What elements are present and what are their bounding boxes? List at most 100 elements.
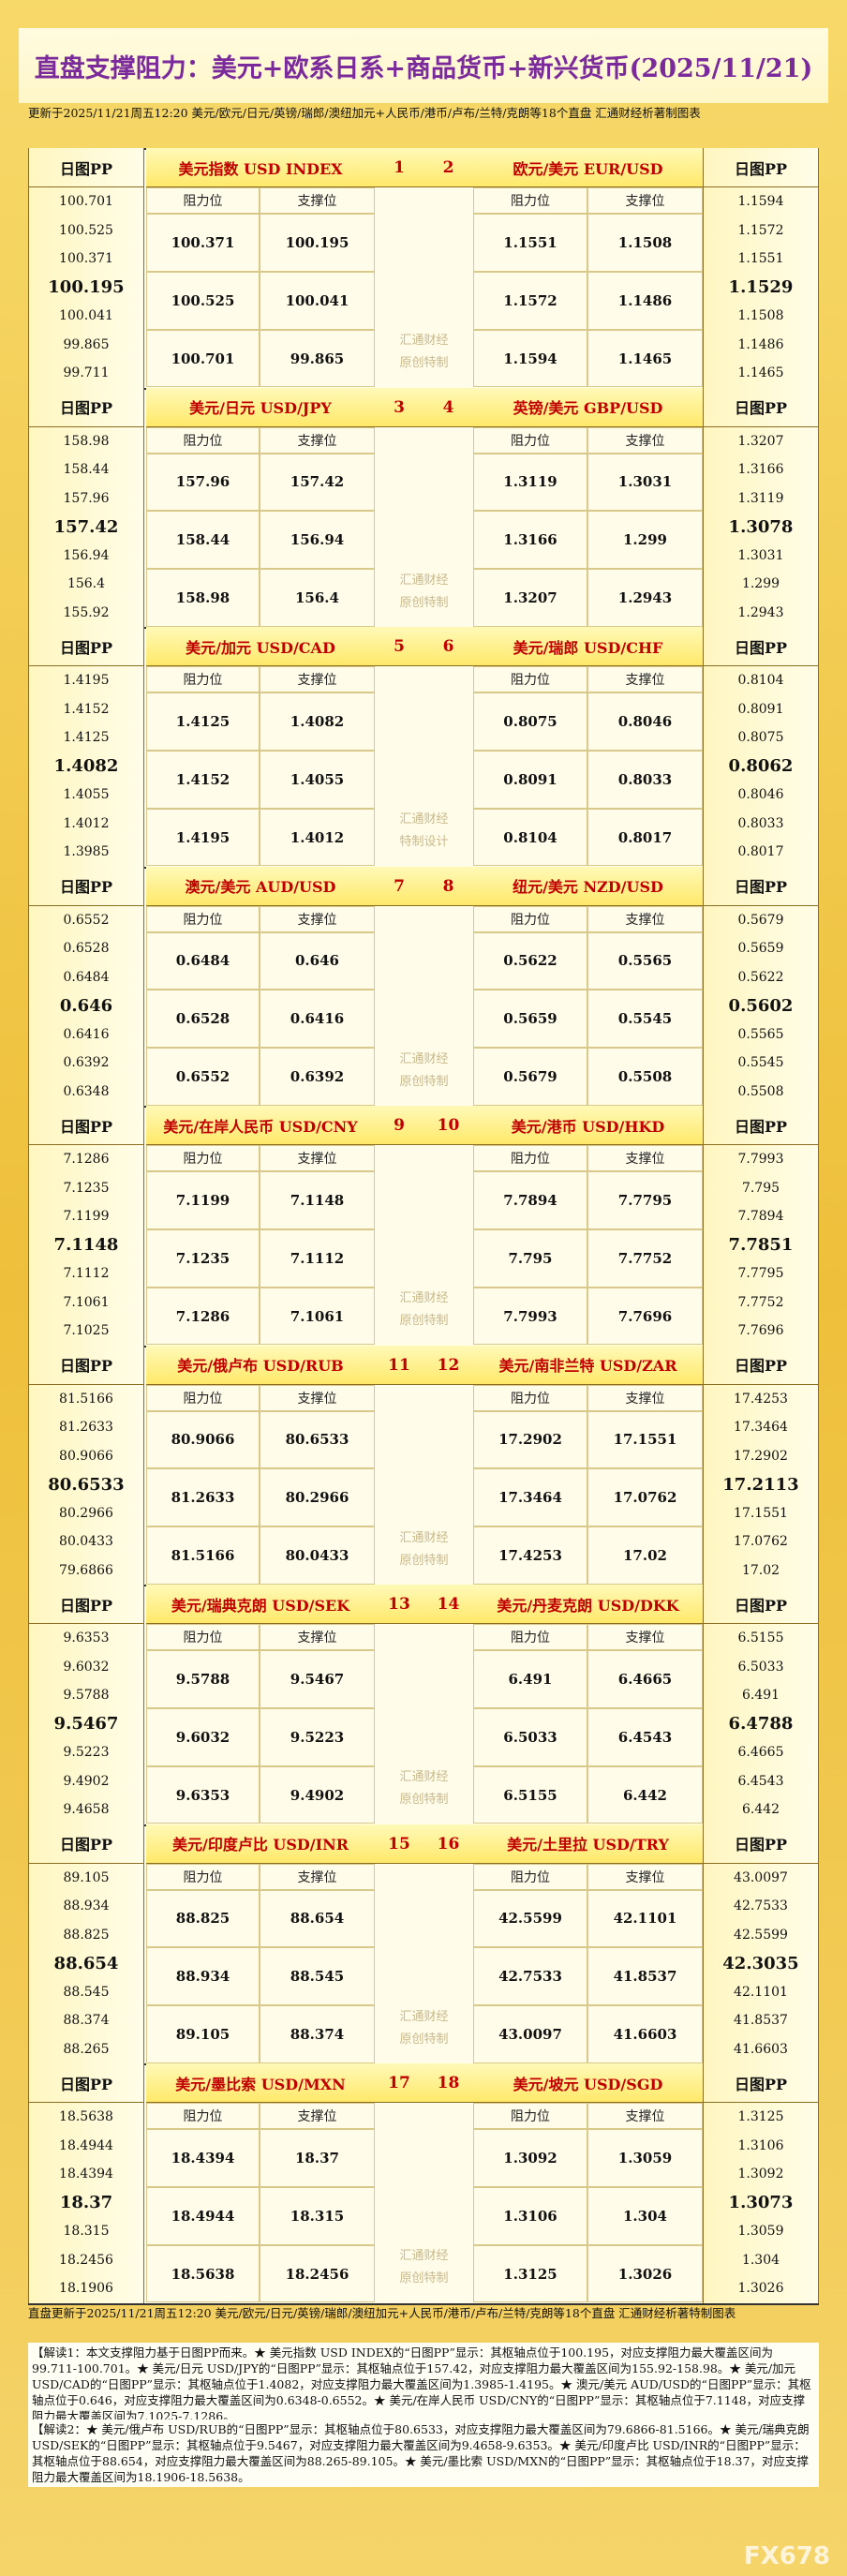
pp-value: 1.4012 bbox=[63, 815, 110, 831]
pp-column bbox=[703, 627, 819, 867]
pp-value: 7.7752 bbox=[737, 1294, 784, 1310]
support: 100.195 bbox=[260, 214, 375, 272]
pivot-value: 7.1148 bbox=[53, 1235, 119, 1256]
resistance: 6.5033 bbox=[473, 1707, 587, 1766]
resistance: 80.9066 bbox=[146, 1410, 260, 1469]
pp-value: 18.5638 bbox=[59, 2109, 113, 2125]
pp-label: 日图PP bbox=[703, 388, 819, 427]
pp-value: 1.1465 bbox=[737, 365, 784, 381]
resistance: 0.8104 bbox=[473, 808, 587, 867]
pp-value: 0.6552 bbox=[63, 912, 110, 928]
pp-value: 89.105 bbox=[63, 1869, 110, 1885]
support: 157.42 bbox=[260, 453, 375, 512]
pp-label: 日图PP bbox=[703, 1346, 819, 1385]
resistance: 1.3106 bbox=[473, 2186, 587, 2245]
pp-value: 7.1112 bbox=[63, 1266, 110, 1282]
col-header: 支撑位 bbox=[587, 1624, 703, 1650]
resistance: 17.2902 bbox=[473, 1410, 587, 1469]
pp-value: 0.5659 bbox=[737, 941, 784, 957]
pp-value: 99.711 bbox=[63, 365, 110, 381]
pp-value: 155.92 bbox=[63, 604, 110, 620]
col-header: 支撑位 bbox=[587, 1384, 703, 1411]
pair-number: 4 bbox=[442, 397, 454, 417]
pair-name: 美元/俄卢布 USD/RUB bbox=[146, 1345, 375, 1385]
resistance: 1.1551 bbox=[473, 214, 587, 272]
pp-value: 42.1101 bbox=[734, 1984, 788, 2000]
mid-header bbox=[375, 1106, 473, 1145]
support: 100.041 bbox=[260, 271, 375, 330]
col-header: 阻力位 bbox=[146, 1384, 260, 1411]
pivot-value: 0.8062 bbox=[728, 756, 794, 777]
pp-value: 7.795 bbox=[741, 1180, 780, 1196]
support: 0.646 bbox=[260, 931, 375, 990]
pp-value: 6.5033 bbox=[737, 1659, 784, 1675]
support: 1.1465 bbox=[587, 329, 703, 388]
watermark: 汇通财经 bbox=[399, 573, 449, 588]
resistance: 0.8075 bbox=[473, 692, 587, 751]
pp-value: 17.3464 bbox=[734, 1420, 788, 1436]
support: 99.865 bbox=[260, 329, 375, 388]
pair-number: 18 bbox=[437, 2074, 460, 2092]
pp-column bbox=[703, 1585, 819, 1824]
pp-column bbox=[28, 387, 144, 627]
pp-value: 9.6032 bbox=[63, 1659, 110, 1675]
pair-name: 美元/日元 USD/JPY bbox=[146, 387, 375, 427]
watermark: 汇通财经 bbox=[399, 812, 449, 826]
pp-value: 6.4543 bbox=[737, 1773, 784, 1789]
pp-value: 1.3985 bbox=[63, 844, 110, 860]
col-header: 支撑位 bbox=[260, 2103, 375, 2129]
resistance: 43.0097 bbox=[473, 2005, 587, 2063]
resistance: 7.795 bbox=[473, 1228, 587, 1288]
resistance: 0.6484 bbox=[146, 931, 260, 990]
col-header: 阻力位 bbox=[146, 426, 260, 454]
pp-value: 1.4195 bbox=[63, 673, 110, 689]
pivot-value: 1.4082 bbox=[53, 756, 119, 777]
support: 41.6603 bbox=[587, 2005, 703, 2063]
pp-value: 1.3166 bbox=[737, 462, 784, 478]
watermark: 汇通财经 bbox=[399, 1291, 449, 1305]
pp-value: 0.8104 bbox=[737, 673, 784, 689]
watermark: 汇通财经 bbox=[399, 1530, 449, 1545]
resistance: 6.5155 bbox=[473, 1765, 587, 1824]
pp-value: 0.8075 bbox=[737, 730, 784, 746]
support: 6.4665 bbox=[587, 1650, 703, 1708]
pp-value: 1.3031 bbox=[737, 547, 784, 563]
resistance: 1.1594 bbox=[473, 329, 587, 388]
pp-value: 9.5223 bbox=[63, 1745, 110, 1761]
pp-value: 0.5565 bbox=[737, 1026, 784, 1042]
pp-value: 80.2966 bbox=[59, 1505, 113, 1521]
col-header: 阻力位 bbox=[146, 1863, 260, 1890]
pp-value: 0.5545 bbox=[737, 1055, 784, 1071]
pp-value: 1.4152 bbox=[63, 701, 110, 717]
support: 1.4082 bbox=[260, 692, 375, 751]
col-header: 支撑位 bbox=[587, 426, 703, 454]
watermark: 汇通财经 bbox=[399, 2249, 449, 2263]
resistance: 18.4394 bbox=[146, 2129, 260, 2187]
pp-column bbox=[28, 1824, 144, 2063]
support: 6.442 bbox=[587, 1765, 703, 1824]
col-header: 阻力位 bbox=[473, 1624, 587, 1650]
watermark: 原创特制 bbox=[399, 595, 449, 610]
resistance: 17.3464 bbox=[473, 1468, 587, 1527]
resistance: 100.525 bbox=[146, 271, 260, 330]
pp-column bbox=[28, 866, 144, 1106]
pp-value: 88.374 bbox=[63, 2013, 110, 2029]
pp-label: 日图PP bbox=[703, 148, 819, 187]
pp-value: 7.7795 bbox=[737, 1266, 784, 1282]
resistance: 1.3092 bbox=[473, 2129, 587, 2187]
col-header: 阻力位 bbox=[146, 2103, 260, 2129]
pp-value: 158.98 bbox=[63, 433, 110, 449]
pp-value: 9.4658 bbox=[63, 1802, 110, 1818]
col-header: 支撑位 bbox=[587, 2103, 703, 2129]
pair-number: 8 bbox=[442, 876, 454, 896]
pp-value: 17.2902 bbox=[734, 1448, 788, 1464]
pair-name: 美元/印度卢比 USD/INR bbox=[146, 1824, 375, 1864]
pivot-value: 9.5467 bbox=[53, 1714, 119, 1735]
pp-column bbox=[28, 148, 144, 388]
pivot-value: 100.195 bbox=[48, 277, 125, 298]
resistance: 1.3207 bbox=[473, 569, 587, 627]
pp-value: 99.865 bbox=[63, 336, 110, 352]
pp-value: 158.44 bbox=[63, 462, 110, 478]
resistance: 6.491 bbox=[473, 1650, 587, 1708]
pp-value: 0.5508 bbox=[737, 1083, 784, 1099]
